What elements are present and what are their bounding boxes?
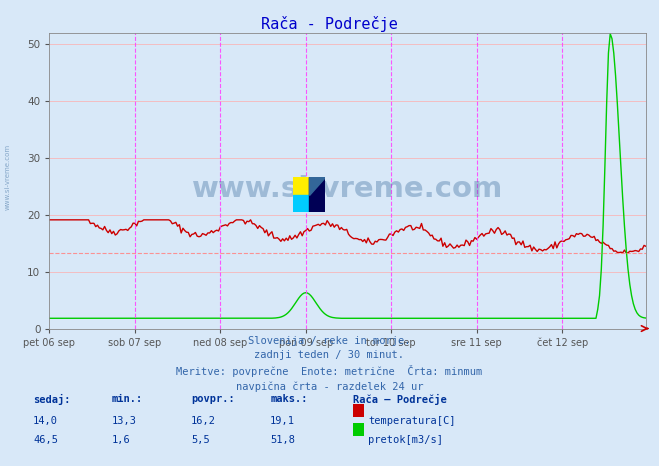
Text: 14,0: 14,0	[33, 416, 58, 425]
Text: Rača – Podrečje: Rača – Podrečje	[353, 394, 446, 405]
Text: 19,1: 19,1	[270, 416, 295, 425]
Polygon shape	[309, 177, 325, 212]
Text: 5,5: 5,5	[191, 435, 210, 445]
Text: temperatura[C]: temperatura[C]	[368, 416, 456, 425]
Polygon shape	[309, 177, 325, 194]
Polygon shape	[293, 177, 309, 194]
Text: sedaj:: sedaj:	[33, 394, 71, 405]
Text: 46,5: 46,5	[33, 435, 58, 445]
Text: 1,6: 1,6	[112, 435, 130, 445]
Text: www.si-vreme.com: www.si-vreme.com	[5, 144, 11, 210]
Text: maks.:: maks.:	[270, 394, 308, 404]
Text: min.:: min.:	[112, 394, 143, 404]
Polygon shape	[293, 194, 309, 212]
Text: Rača - Podrečje: Rača - Podrečje	[261, 16, 398, 32]
Text: povpr.:: povpr.:	[191, 394, 235, 404]
Text: pretok[m3/s]: pretok[m3/s]	[368, 435, 444, 445]
Text: 16,2: 16,2	[191, 416, 216, 425]
Text: 13,3: 13,3	[112, 416, 137, 425]
Text: Slovenija / reke in morje.
zadnji teden / 30 minut.
Meritve: povprečne  Enote: m: Slovenija / reke in morje. zadnji teden …	[177, 336, 482, 392]
Text: www.si-vreme.com: www.si-vreme.com	[192, 176, 503, 204]
Text: 51,8: 51,8	[270, 435, 295, 445]
